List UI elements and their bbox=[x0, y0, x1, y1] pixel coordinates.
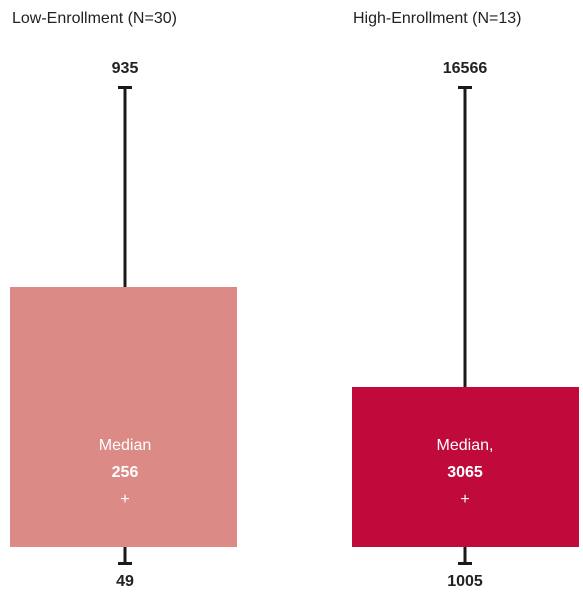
min-cap-low-enrollment bbox=[118, 562, 132, 565]
min-label-high-enrollment: 1005 bbox=[447, 573, 483, 590]
min-label-low-enrollment: 49 bbox=[116, 573, 134, 590]
median-marker-high-enrollment: + bbox=[460, 491, 470, 508]
min-cap-high-enrollment bbox=[458, 562, 472, 565]
median-label-high-enrollment: Median, bbox=[436, 437, 494, 454]
max-label-high-enrollment: 16566 bbox=[442, 60, 488, 77]
upper-whisker-low-enrollment bbox=[123, 86, 127, 287]
median-marker-low-enrollment: + bbox=[120, 491, 130, 508]
lower-whisker-low-enrollment bbox=[123, 547, 127, 564]
median-value-low-enrollment: 256 bbox=[111, 464, 139, 481]
box-low-enrollment bbox=[10, 287, 237, 547]
max-label-low-enrollment: 935 bbox=[111, 60, 139, 77]
median-label-low-enrollment: Median bbox=[98, 437, 152, 454]
lower-whisker-high-enrollment bbox=[463, 547, 467, 564]
panel-title-high-enrollment: High-Enrollment (N=13) bbox=[353, 10, 522, 27]
panel-title-low-enrollment: Low-Enrollment (N=30) bbox=[12, 10, 177, 27]
upper-whisker-high-enrollment bbox=[463, 86, 467, 387]
median-value-high-enrollment: 3065 bbox=[447, 464, 483, 481]
box-high-enrollment bbox=[352, 387, 579, 547]
